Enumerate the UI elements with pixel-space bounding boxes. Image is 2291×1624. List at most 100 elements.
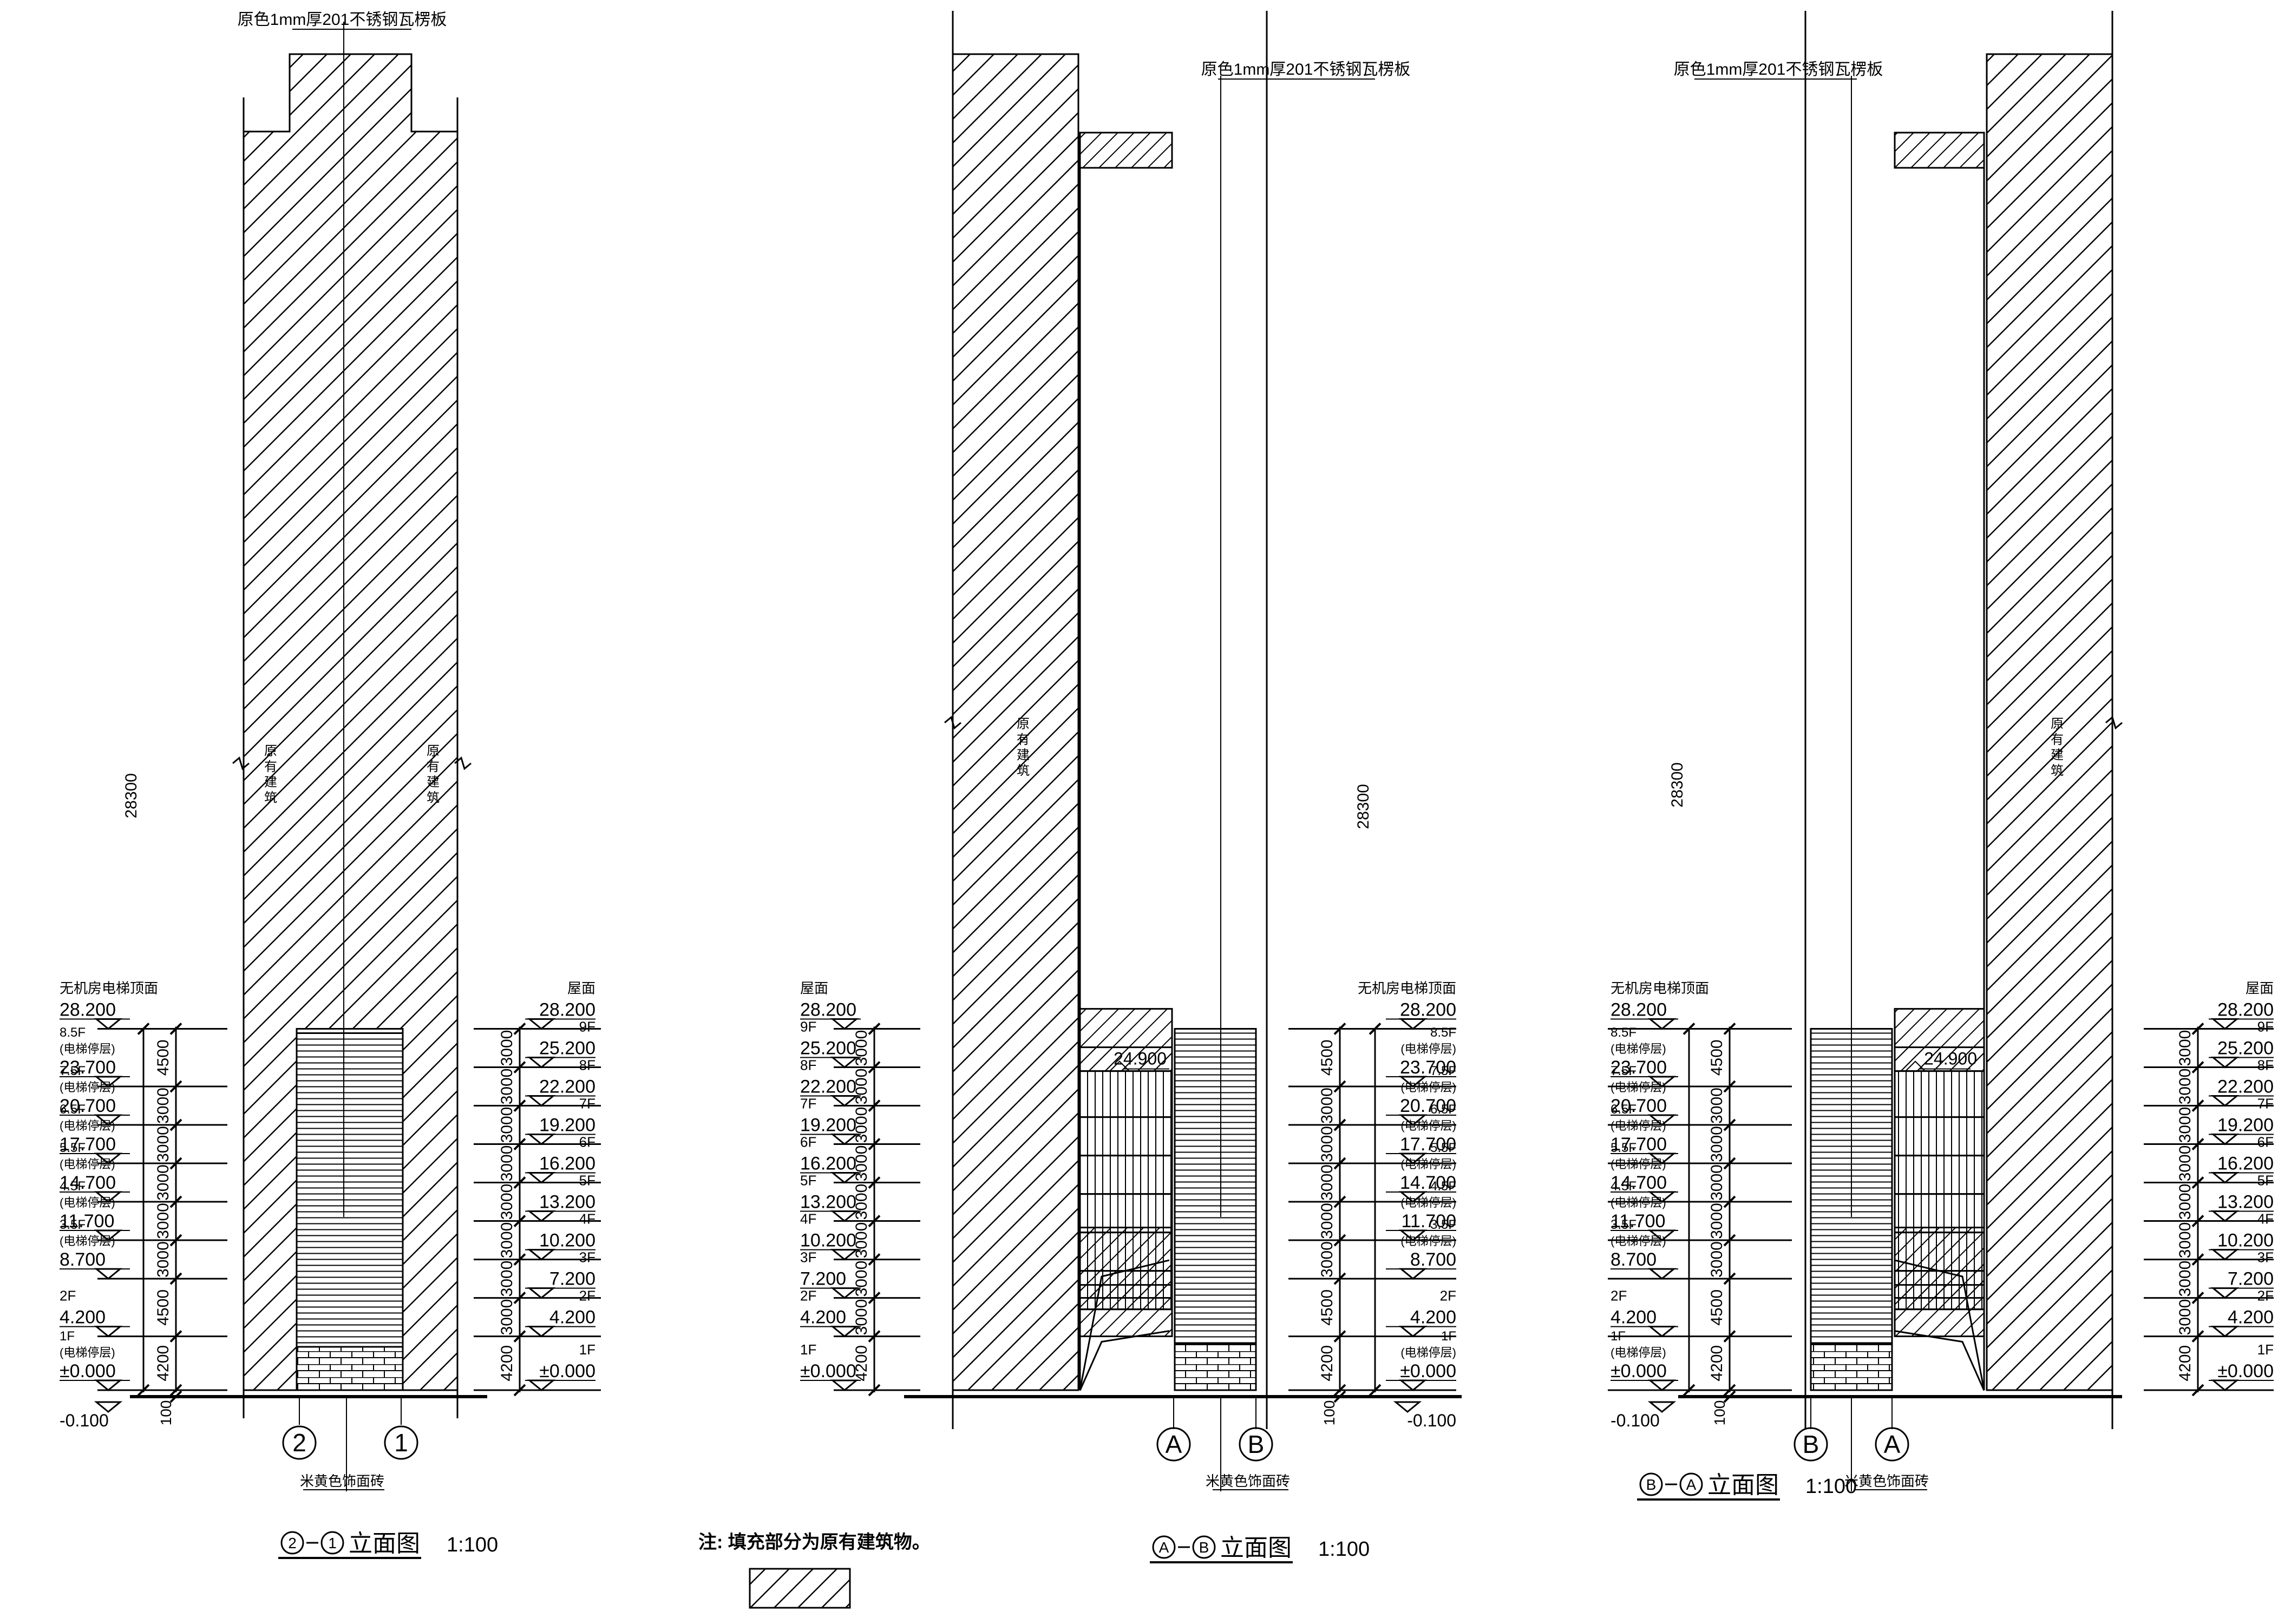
dimension-value: 4500 [1708,1289,1726,1326]
dim-tick [868,1292,881,1304]
level-value: 4.200 [1410,1307,1456,1328]
level-sub: (电梯停层) [1400,1081,1456,1094]
level-marker [1647,1268,1677,1280]
stair-line [1894,1259,1985,1391]
dim-tick [1333,1118,1346,1131]
shaft-cladding [1174,1028,1257,1345]
dimension-value: 3000 [1318,1241,1336,1278]
level-value: 20.700 [1611,1096,1667,1116]
stair-line [1079,1259,1170,1391]
base-brick [296,1346,404,1391]
dim-tick [169,1390,182,1403]
level-name: 2F [2257,1288,2274,1304]
base-offset: 100 [1711,1400,1728,1426]
dim-tick [1369,1023,1382,1035]
level-marker [527,1095,556,1107]
title-axis-bubble [1679,1472,1703,1496]
level-value: 16.200 [539,1154,595,1174]
dimension-value: 3000 [2176,1261,2194,1297]
level-value: 17.700 [1400,1134,1456,1155]
level-marker [527,1210,556,1222]
ground-level: -0.100 [1407,1411,1456,1430]
dimension-value: 3000 [853,1184,870,1220]
level-marker [94,1018,123,1030]
landing-level: 24.900 [1114,1049,1167,1069]
title-axis-bubble-label: B [1646,1476,1657,1493]
dim-tick [169,1272,182,1285]
level-value: 23.700 [1400,1057,1456,1078]
dimension-value: 3000 [498,1261,516,1297]
dim-tick [1723,1272,1736,1285]
level-value: 8.700 [60,1249,106,1270]
axis-bubble-a-label: A [1884,1430,1901,1458]
level-name: 无机房电梯顶面 [60,980,158,997]
level-name: 7.5F [1611,1064,1637,1078]
dim-tick [1723,1390,1736,1403]
dim-tick [513,1292,526,1304]
level-name: 2F [579,1288,595,1304]
level-marker [527,1134,556,1145]
dimension-value: 3000 [853,1069,870,1105]
level-value: 28.200 [800,1000,856,1020]
dim-tick [2191,1215,2204,1227]
level-name: 1F [60,1329,75,1344]
dim-tick [169,1157,182,1170]
axis-bubble-2 [282,1425,317,1460]
level-marker [527,1249,556,1261]
dimension-value: 3000 [853,1222,870,1259]
dim-tick [1333,1272,1346,1285]
dimension-value: 4500 [1318,1039,1336,1076]
dim-tick [169,1023,182,1035]
level-value: 11.700 [60,1211,114,1232]
level-marker [527,1057,556,1069]
dimension-value: 3000 [154,1088,172,1124]
level-value: 19.200 [800,1115,856,1136]
dim-tick [169,1118,182,1131]
dim-tick [1723,1234,1736,1247]
level-value: ±0.000 [1400,1361,1456,1381]
total-height: 28300 [1354,784,1372,829]
break-mark [232,756,250,770]
level-name: 3F [2257,1249,2274,1266]
level-sub: (电梯停层) [60,1234,115,1248]
level-name: 屋面 [567,980,595,997]
dimension-value: 3000 [2176,1145,2194,1182]
level-name: 7F [2257,1096,2274,1112]
base-offset: 100 [1321,1400,1338,1426]
level-value: 13.200 [539,1192,595,1213]
base-brick [1174,1343,1257,1391]
axis-bubble-1-label: 1 [394,1429,408,1457]
level-value: 16.200 [2217,1154,2274,1174]
level-name: 8.5F [1430,1025,1456,1040]
dim-tick [513,1384,526,1397]
level-marker [1398,1379,1428,1391]
dim-tick [868,1253,881,1266]
title-axis-bubble [320,1531,344,1555]
level-name: 2F [1611,1288,1627,1304]
landing-hatch [1894,132,1985,169]
level-name: 3F [800,1249,816,1266]
level-name: 6F [800,1134,816,1150]
level-value: 10.200 [539,1230,595,1251]
level-marker [2210,1379,2240,1391]
existing-building-hatch [1986,53,2113,1391]
level-name: 4F [800,1211,816,1227]
level-value: 4.200 [800,1307,846,1328]
level-marker [2210,1172,2240,1184]
level-name: 9F [2257,1019,2274,1035]
title-axis-bubble-label: 2 [288,1535,297,1551]
level-value: 22.200 [800,1077,856,1097]
level-marker [527,1326,556,1338]
level-value: 28.200 [2217,1000,2274,1020]
level-name: 5.5F [1430,1141,1456,1155]
axis-bubble-a [1875,1427,1909,1462]
level-sub: (电梯停层) [60,1042,115,1056]
level-marker [830,1379,859,1391]
level-name: 8F [579,1057,595,1073]
level-value: 19.200 [539,1115,595,1136]
level-name: 3F [579,1249,595,1266]
dim-tick [513,1215,526,1227]
level-value: 17.700 [1611,1134,1667,1155]
level-value: 4.200 [1611,1307,1657,1328]
level-name: 4.5F [1430,1179,1456,1194]
